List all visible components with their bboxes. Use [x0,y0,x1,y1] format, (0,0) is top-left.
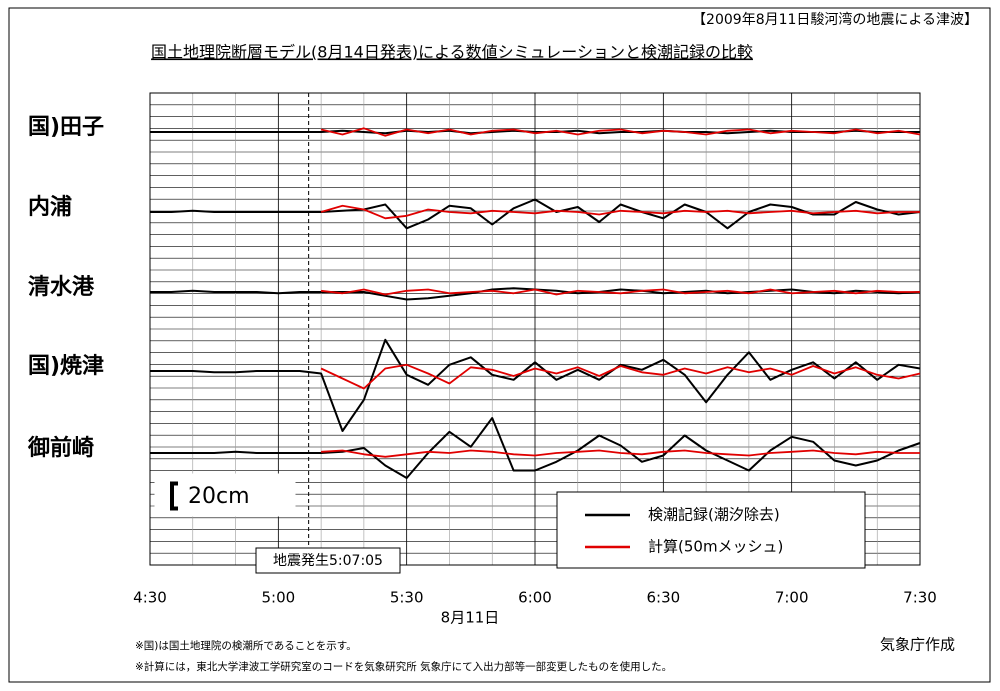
station-label: 国)田子 [28,115,104,140]
station-label: 御前崎 [27,435,94,461]
scale-box [154,473,296,517]
waveform [320,288,920,296]
legend-label: 検潮記録(潮汐除去) [648,506,780,524]
event-label: 地震発生5:07:05 [273,553,383,569]
plot-border [149,92,921,566]
x-tick-label: 6:00 [518,589,552,607]
scale-bar-label: 20cm [188,484,250,509]
station-label: 内浦 [28,194,72,220]
x-tick-label: 4:30 [133,589,167,607]
waveform [321,449,920,458]
waveform [150,198,921,230]
x-tick-label: 7:30 [903,589,937,607]
frame [8,7,991,683]
x-tick-label: 5:00 [261,589,295,607]
credit: 気象庁作成 [880,636,955,654]
waveform [320,204,920,220]
waveform [150,338,921,432]
x-tick-label: 7:00 [775,589,809,607]
scale-bar [170,481,178,511]
note: ※国)は国土地理院の検潮所であることを示す。 [135,639,357,652]
x-tick-label: 5:30 [390,589,424,607]
waveform [150,129,920,135]
waveform [320,127,921,137]
x-tick-label: 6:30 [646,589,680,607]
header: 【2009年8月11日駿河湾の地震による津波】 [692,11,978,28]
legend-box [556,491,866,569]
station-label: 清水港 [28,274,95,300]
station-label: 国)焼津 [28,353,104,379]
waveform [320,363,921,390]
chart-title: 国土地理院断層モデル(8月14日発表)による数値シミュレーションと検潮記録の比較 [151,43,753,62]
waveform [150,417,921,479]
legend-label: 計算(50mメッシュ) [648,538,783,556]
note: ※計算には，東北大学津波工学研究室のコードを気象研究所 気象庁にて入出力部等一部… [135,660,672,673]
x-axis-label: 8月11日 [441,609,500,627]
event-label-box [255,547,401,574]
